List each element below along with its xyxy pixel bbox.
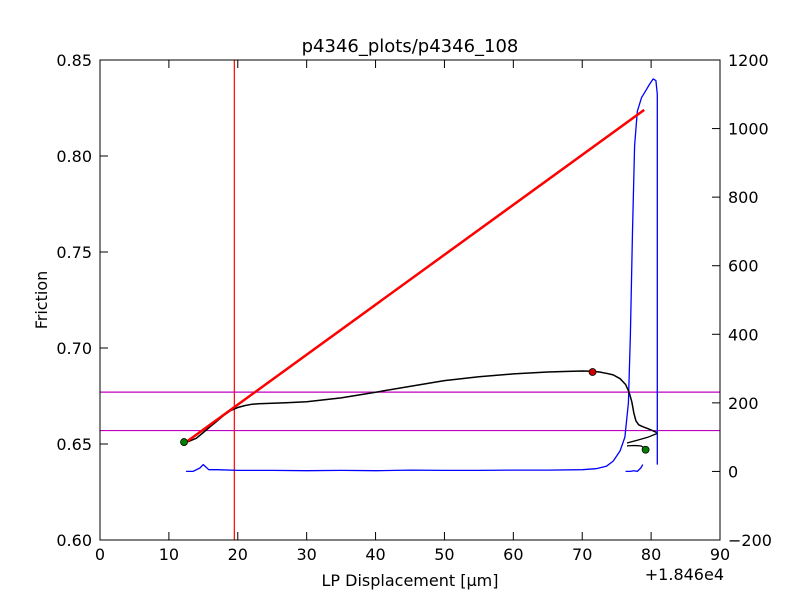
x-tick-label: 0 bbox=[95, 545, 105, 564]
y-tick-label: 0.70 bbox=[56, 339, 92, 358]
y2-tick-label: 600 bbox=[728, 257, 759, 276]
normal-stress-hook-line bbox=[625, 464, 644, 473]
y-tick-label: 0.85 bbox=[56, 51, 92, 70]
markers-layer bbox=[180, 368, 650, 454]
y-tick-label: 0.60 bbox=[56, 531, 92, 550]
y2-tick-label: 1200 bbox=[728, 51, 769, 70]
x-axis-offset-label: +1.846e4 bbox=[645, 565, 724, 584]
chart-title: p4346_plots/p4346_108 bbox=[302, 36, 519, 57]
axis-ticks: 0 10 20 30 40 50 60 70 80 90 0.60 0.65 0.70 0.75 0.80 0… bbox=[56, 51, 772, 564]
x-tick-label: 20 bbox=[228, 545, 248, 564]
data-point-marker bbox=[180, 438, 188, 446]
y2-tick-label: −200 bbox=[728, 531, 772, 550]
y-tick-label: 0.75 bbox=[56, 243, 92, 262]
x-tick-label: 90 bbox=[710, 545, 730, 564]
reference-lines bbox=[100, 60, 720, 540]
x-tick-label: 40 bbox=[365, 545, 385, 564]
data-point-marker bbox=[588, 368, 597, 376]
series-layer bbox=[185, 78, 658, 473]
y2-tick-label: 400 bbox=[728, 325, 759, 344]
y-tick-label: 0.65 bbox=[56, 435, 92, 454]
x-axis-label: LP Displacement [μm] bbox=[322, 571, 499, 590]
y2-tick-label: 0 bbox=[728, 462, 738, 481]
x-tick-label: 80 bbox=[641, 545, 661, 564]
x-tick-label: 60 bbox=[503, 545, 523, 564]
y-tick-label: 0.80 bbox=[56, 147, 92, 166]
fit-line bbox=[185, 108, 645, 444]
y2-tick-label: 800 bbox=[728, 188, 759, 207]
plot-frame bbox=[99, 59, 721, 541]
x-tick-label: 70 bbox=[572, 545, 592, 564]
friction-line bbox=[185, 370, 657, 443]
y-axis-label: Friction bbox=[32, 271, 51, 330]
x-tick-label: 50 bbox=[434, 545, 454, 564]
x-tick-label: 30 bbox=[296, 545, 316, 564]
x-tick-label: 10 bbox=[159, 545, 179, 564]
y2-tick-label: 200 bbox=[728, 394, 759, 413]
normal-stress-line bbox=[186, 78, 658, 473]
y2-tick-label: 1000 bbox=[728, 120, 769, 139]
friction-tail-line bbox=[626, 432, 658, 444]
data-point-marker bbox=[641, 445, 650, 454]
